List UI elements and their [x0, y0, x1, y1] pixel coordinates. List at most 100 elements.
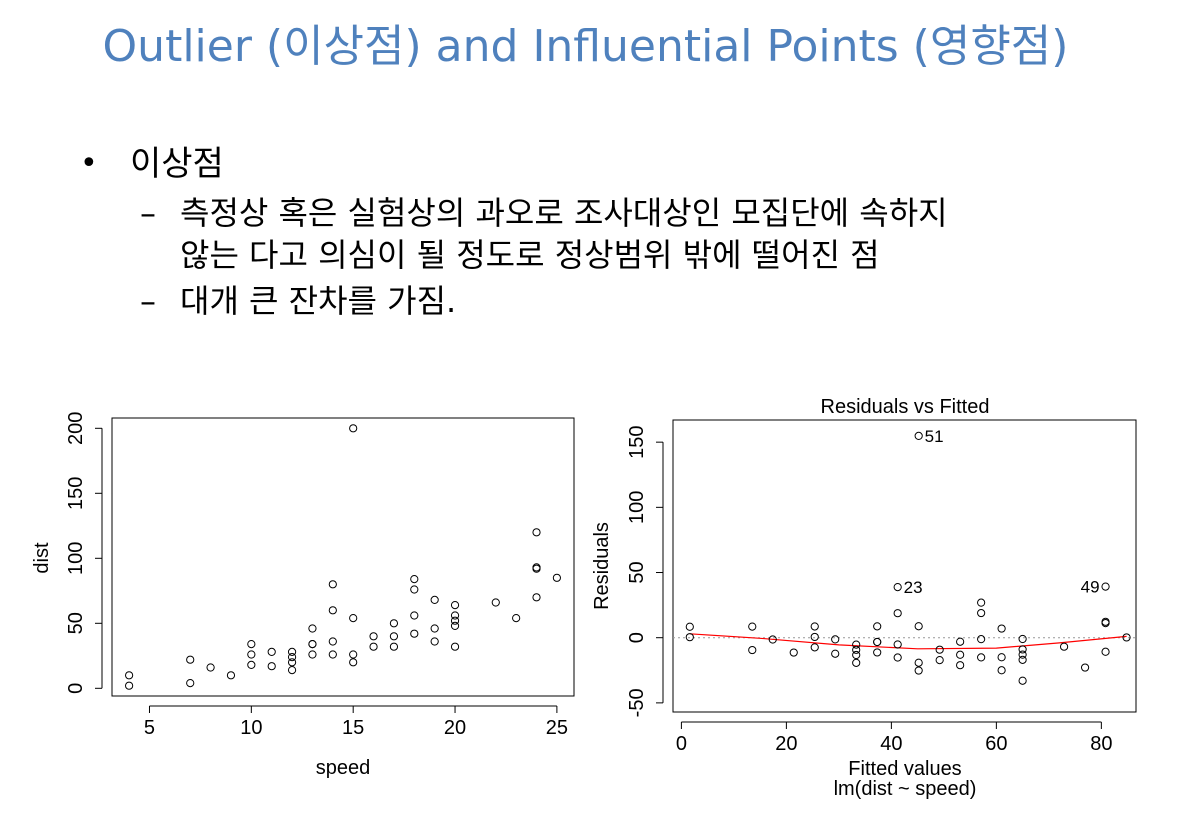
slide-title: Outlier (이상점) and Influential Points (영향…: [102, 21, 1069, 72]
data-point: [389, 642, 399, 651]
bullet-item: • 이상점: [80, 140, 1140, 188]
data-point: [852, 640, 861, 649]
bullet-label: 이상점: [130, 144, 224, 184]
data-point: [512, 614, 521, 623]
data-point: [410, 575, 419, 584]
point-label: 23: [904, 578, 923, 597]
data-point: [267, 662, 276, 671]
data-point: [308, 624, 317, 633]
data-point: [389, 632, 399, 641]
data-point: [956, 650, 965, 659]
data-point: [328, 637, 337, 646]
data-point: [287, 653, 297, 662]
data-point: [450, 621, 460, 631]
data-point: [789, 648, 798, 657]
data-point: [450, 616, 460, 625]
data-point: [287, 658, 297, 667]
data-point: [186, 655, 195, 664]
data-point: [685, 622, 694, 631]
data-point: [914, 658, 923, 667]
data-point: [450, 642, 460, 651]
data-point: [810, 643, 819, 652]
x-tick-label: 80: [1090, 733, 1112, 755]
subpoint-1-line2: 않는 다고 의심이 될 정도로 정상범위 밖에 떨어진 점: [180, 236, 880, 274]
point-label: 49: [1081, 578, 1100, 597]
data-point: [267, 647, 276, 657]
data-point: [125, 671, 134, 680]
data-point: [125, 681, 134, 690]
subpoint-2: – 대개 큰 잔차를 가짐.: [80, 280, 1140, 322]
data-point: [893, 653, 902, 662]
data-point: [914, 431, 923, 441]
x-tick-label: 20: [775, 733, 797, 755]
data-point: [1059, 642, 1069, 651]
chart-subtitle: lm(dist ~ speed): [834, 778, 977, 800]
data-point: [852, 658, 861, 667]
bullet-list: • 이상점 – 측정상 혹은 실험상의 과오로 조사대상인 모집단에 속하지 않…: [80, 140, 1140, 322]
data-point: [831, 649, 840, 658]
x-tick-label: 20: [444, 717, 466, 739]
data-point: [206, 663, 215, 672]
data-point: [768, 635, 777, 644]
data-point: [748, 645, 757, 655]
data-point: [410, 611, 419, 620]
data-point: [450, 601, 460, 610]
data-point: [977, 608, 986, 618]
x-tick-label: 10: [240, 717, 262, 739]
subpoint-2-line1: 대개 큰 잔차를 가짐.: [180, 282, 457, 320]
y-axis-label: Residuals: [591, 522, 613, 610]
data-point: [1018, 655, 1027, 664]
data-point: [287, 666, 297, 675]
data-point: [873, 637, 882, 647]
data-point: [349, 650, 358, 659]
y-tick-label: 100: [65, 542, 87, 575]
y-tick-label: 50: [626, 561, 648, 583]
data-point: [914, 666, 923, 675]
y-tick-label: 100: [626, 491, 648, 524]
x-tick-label: 25: [546, 717, 568, 739]
subpoint-1: – 측정상 혹은 실험상의 과오로 조사대상인 모집단에 속하지 않는 다고 의…: [80, 192, 1140, 276]
data-point: [1018, 676, 1027, 685]
residuals-vs-fitted-chart: Residuals vs Fitted 0 20 40 60 80 -50 0 50 100 15…: [591, 396, 1137, 800]
data-point: [1018, 645, 1027, 654]
data-point: [935, 645, 944, 654]
data-point: [852, 650, 861, 660]
data-point: [410, 585, 419, 594]
data-point: [247, 650, 256, 659]
data-point: [450, 611, 460, 620]
x-tick-label: 40: [880, 733, 902, 755]
data-point: [1122, 633, 1131, 642]
data-point: [1101, 617, 1110, 626]
data-point: [1101, 582, 1110, 591]
subpoint-1-line1: 측정상 혹은 실험상의 과오로 조사대상인 모집단에 속하지: [180, 194, 948, 232]
data-point: [810, 632, 819, 642]
y-axis-label: dist: [31, 542, 53, 574]
axis-ticks: 0 20 40 60 80 -50 0 50 100 150: [626, 425, 1112, 755]
data-point: [308, 640, 317, 649]
speed-dist-scatter-chart: 5 10 15 20 25 0 50 100 150 200 speed dist: [31, 412, 575, 779]
data-point: [430, 595, 439, 605]
data-point: [1080, 663, 1090, 672]
data-point: [532, 593, 541, 602]
data-point: [1018, 634, 1027, 644]
data-point: [977, 653, 986, 662]
data-point: [977, 598, 986, 607]
x-tick-label: 60: [985, 733, 1007, 755]
data-point: [430, 637, 439, 646]
data-point: [873, 622, 882, 631]
x-tick-label: 5: [144, 717, 155, 739]
data-point: [349, 424, 358, 433]
data-point: [389, 619, 399, 628]
data-point: [247, 660, 256, 670]
y-tick-label: 0: [65, 683, 87, 694]
subpoint-marker: –: [140, 194, 156, 232]
x-axis-label: Fitted values: [848, 758, 961, 780]
data-point: [430, 624, 439, 633]
y-tick-label: 150: [65, 477, 87, 510]
data-point: [369, 632, 378, 641]
data-point: [956, 661, 965, 670]
data-point: [956, 637, 965, 646]
data-point: [831, 635, 840, 644]
data-point: [328, 606, 337, 615]
plot-frame: [111, 417, 575, 697]
